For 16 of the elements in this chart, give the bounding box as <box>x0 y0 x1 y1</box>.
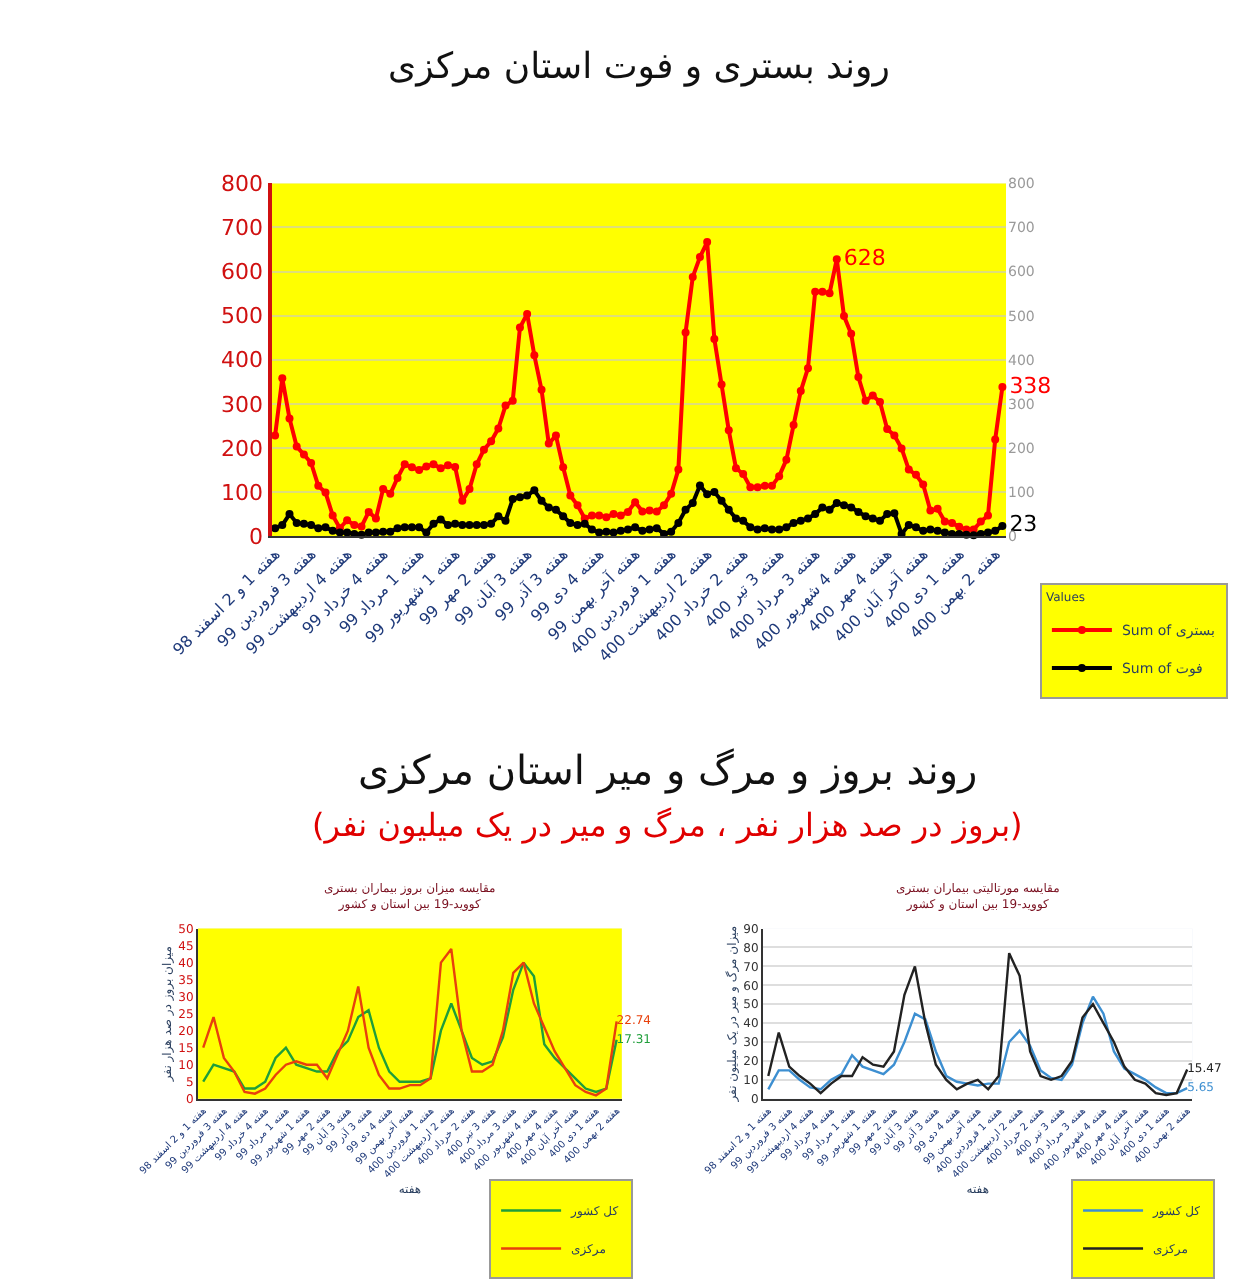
y-tick-label: 700 <box>221 215 264 242</box>
text: (بروز در صد هزار نفر ، مرگ و میر در یک میلیون نفر) <box>312 806 1023 844</box>
y-tick-label: 600 <box>221 259 264 286</box>
y-tick-label: 400 <box>221 347 264 374</box>
y-tick-label: 500 <box>221 303 264 330</box>
chart-title: روند بستری و فوت استان مرکزی <box>388 46 890 88</box>
y-tick-label: 100 <box>221 479 264 506</box>
y-tick-label: 0 <box>249 523 264 550</box>
y-tick-label: 200 <box>221 435 264 462</box>
data-label: 628 <box>843 244 886 271</box>
line-series <box>767 995 1189 1095</box>
text: روند بروز و مرگ و میر استان مرکزی <box>358 746 978 794</box>
data-label: 338 <box>1009 372 1052 399</box>
line-series <box>767 951 1189 1097</box>
y-tick-label: 300 <box>221 391 264 418</box>
y-tick-label: 800 <box>221 171 264 198</box>
